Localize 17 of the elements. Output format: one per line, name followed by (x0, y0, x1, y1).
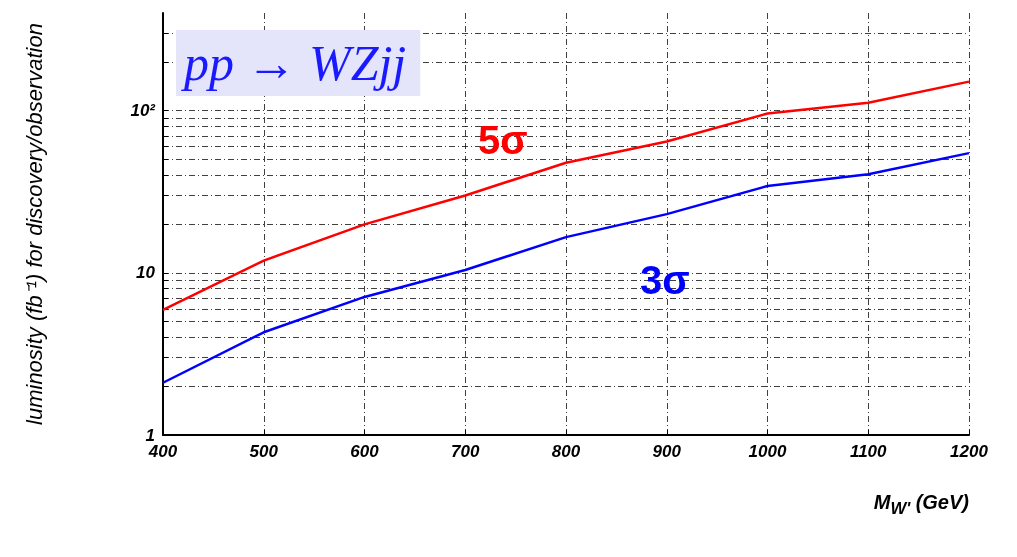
x-tick-label: 500 (249, 442, 279, 461)
x-tick-label: 600 (350, 442, 380, 461)
series-label: 5σ (478, 118, 528, 162)
x-tick-label: 400 (147, 442, 178, 461)
y-axis-title: luminosity (fb⁻¹) for discovery/observation (21, 23, 47, 425)
annotation: pp → WZjj (181, 35, 407, 91)
x-axis-title: M$_{W'}$ (GeV) (873, 491, 969, 519)
y-tick-label: 1 (145, 425, 155, 445)
x-tick-label: 1100 (849, 442, 888, 461)
x-tick-label: 1200 (950, 442, 989, 461)
x-tick-label: 900 (652, 442, 682, 461)
x-tick-label: 1000 (748, 442, 787, 461)
x-tick-label: 700 (451, 442, 480, 461)
y-tick-label: 10² (130, 101, 157, 121)
x-tick-label: 800 (551, 442, 581, 461)
y-tick-label: 10 (136, 263, 156, 283)
series-label: 3σ (640, 258, 690, 302)
